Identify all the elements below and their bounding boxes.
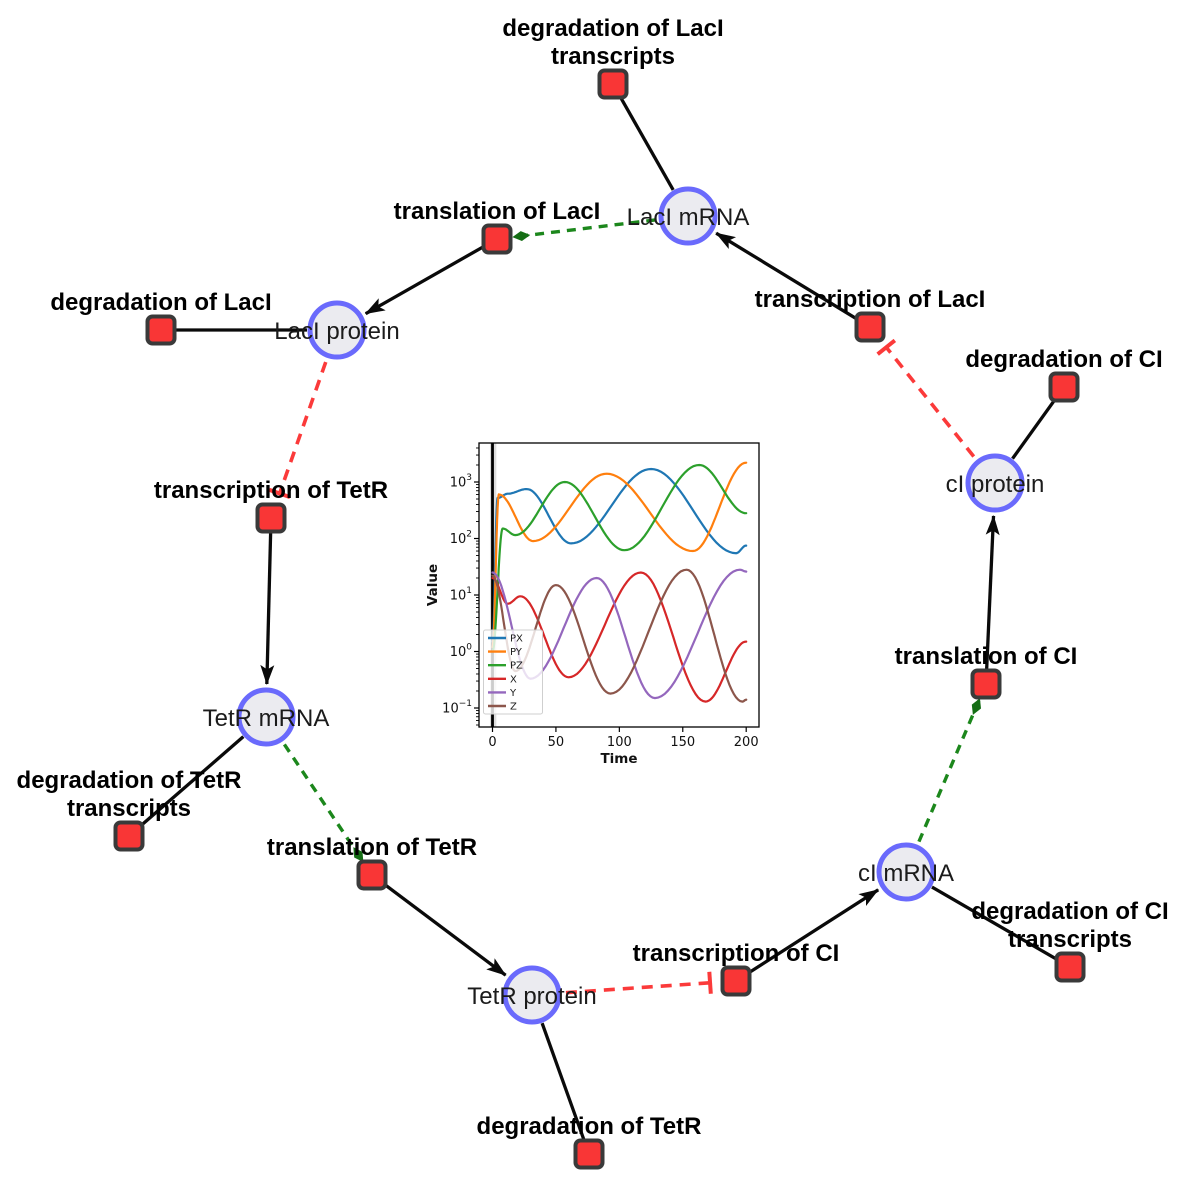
series-line-pz — [491, 463, 748, 653]
x-tick-label-150: 150 — [670, 735, 695, 750]
y-tick-label-10e3: 103 — [450, 473, 472, 491]
series-line-py — [491, 461, 748, 649]
inhibition-tee-txn-tetr — [268, 487, 291, 499]
species-label-laci-mrna: LacI mRNA — [627, 204, 750, 231]
edge-tetr-protein-deg-tetr — [540, 1022, 586, 1141]
reaction-node-transl-tetr — [356, 859, 388, 891]
edge-txn-laci-laci-mrna — [715, 231, 859, 321]
edge-txn-tetr-tetr-mrna — [260, 532, 275, 686]
x-tick-label-100: 100 — [607, 735, 632, 750]
label-layer: degradation of LacItranscriptstranslatio… — [17, 15, 1169, 1140]
reaction-node-deg-laci-tx — [597, 68, 629, 100]
reaction-label-deg-laci: degradation of LacI — [50, 289, 271, 316]
edge-transl-ci-ci-protein — [985, 514, 1000, 670]
chart-y-axis-label: Value — [425, 564, 441, 606]
legend-entry-y: Y — [509, 688, 517, 699]
node-layer — [113, 68, 1086, 1170]
chart-legend: PX PY PZ XYZ — [483, 629, 543, 715]
reaction-node-deg-ci — [1048, 371, 1080, 403]
reaction-node-deg-ci-tx — [1054, 951, 1086, 983]
y-tick-label-10e2: 102 — [450, 530, 472, 548]
y-tick-label-10e0: 100 — [450, 643, 473, 661]
reaction-node-txn-laci — [854, 311, 886, 343]
edge-laci-protein-txn-tetr — [277, 361, 328, 495]
reaction-node-txn-tetr — [255, 502, 287, 534]
species-label-ci-protein: cI protein — [946, 471, 1045, 498]
reaction-label-deg-tetr-tx: transcripts — [67, 795, 191, 822]
reaction-node-deg-laci — [145, 314, 177, 346]
reaction-label-deg-ci-tx: transcripts — [1008, 926, 1132, 953]
species-node-tetr-mrna — [236, 687, 296, 747]
inhibition-tee-txn-laci — [876, 338, 897, 356]
chart-series-layer — [491, 461, 748, 703]
reaction-label-txn-laci: transcription of LacI — [755, 286, 986, 313]
reaction-node-transl-ci — [970, 668, 1002, 700]
reaction-label-deg-tetr: degradation of TetR — [477, 1113, 702, 1140]
reaction-node-deg-tetr — [573, 1138, 605, 1170]
inhibition-tee-txn-ci — [707, 971, 713, 994]
edge-ci-protein-txn-laci — [884, 346, 976, 458]
series-line-x — [491, 571, 748, 703]
y-tick-label-10e-1: 10−1 — [442, 699, 472, 717]
species-node-ci-mrna — [876, 842, 936, 902]
chart-x-axis-label: Time — [600, 751, 637, 767]
reaction-label-transl-laci: translation of LacI — [394, 198, 601, 225]
edge-layer — [139, 96, 1058, 1141]
y-tick-label-10e1: 101 — [450, 586, 472, 604]
reaction-label-deg-ci: degradation of CI — [965, 346, 1162, 373]
species-node-laci-protein — [307, 300, 367, 360]
x-tick-label-200: 200 — [734, 735, 759, 750]
edge-txn-ci-ci-mrna — [747, 888, 880, 975]
reaction-node-transl-laci — [481, 223, 513, 255]
x-tick-label-50: 50 — [548, 735, 565, 750]
edge-ci-protein-deg-ci — [1011, 398, 1057, 460]
reaction-label-deg-ci-tx: degradation of CI — [971, 898, 1168, 925]
species-label-tetr-protein: TetR protein — [467, 983, 596, 1010]
reaction-label-txn-ci: transcription of CI — [633, 940, 840, 967]
species-label-tetr-mrna: TetR mRNA — [203, 705, 330, 732]
legend-entry-pz: PZ — [510, 661, 523, 672]
species-label-ci-mrna: cI mRNA — [858, 860, 954, 887]
edge-tetr-protein-txn-ci — [565, 980, 711, 995]
species-node-tetr-protein — [502, 965, 562, 1025]
edge-laci-mrna-transl-laci — [512, 218, 656, 242]
edge-ci-mrna-deg-ci-tx — [931, 885, 1058, 961]
reaction-label-transl-tetr: translation of TetR — [267, 834, 477, 861]
edge-laci-mrna-deg-laci-tx — [618, 96, 675, 191]
reaction-node-txn-ci — [720, 965, 752, 997]
reaction-node-deg-tetr-tx — [113, 820, 145, 852]
species-label-laci-protein: LacI protein — [274, 318, 399, 345]
edge-transl-laci-laci-protein — [364, 244, 485, 316]
edge-transl-tetr-tetr-protein — [383, 882, 507, 977]
edge-tetr-mrna-transl-tetr — [282, 743, 364, 863]
species-node-ci-protein — [965, 453, 1025, 513]
reaction-label-txn-tetr: transcription of TetR — [154, 477, 388, 504]
legend-entry-x: X — [510, 674, 517, 685]
reaction-label-deg-laci-tx: transcripts — [551, 43, 675, 70]
species-node-laci-mrna — [658, 186, 718, 246]
reaction-label-transl-ci: translation of CI — [895, 643, 1078, 670]
reaction-label-deg-laci-tx: degradation of LacI — [502, 15, 723, 42]
x-tick-label-0: 0 — [488, 735, 496, 750]
edge-ci-mrna-transl-ci — [917, 698, 982, 843]
reaction-label-deg-tetr-tx: degradation of TetR — [17, 767, 242, 794]
edge-tetr-mrna-deg-tetr-tx — [139, 735, 245, 828]
legend-entry-z: Z — [510, 702, 517, 713]
legend-entry-px: PX — [510, 634, 523, 645]
legend-entry-py: PY — [510, 647, 523, 658]
